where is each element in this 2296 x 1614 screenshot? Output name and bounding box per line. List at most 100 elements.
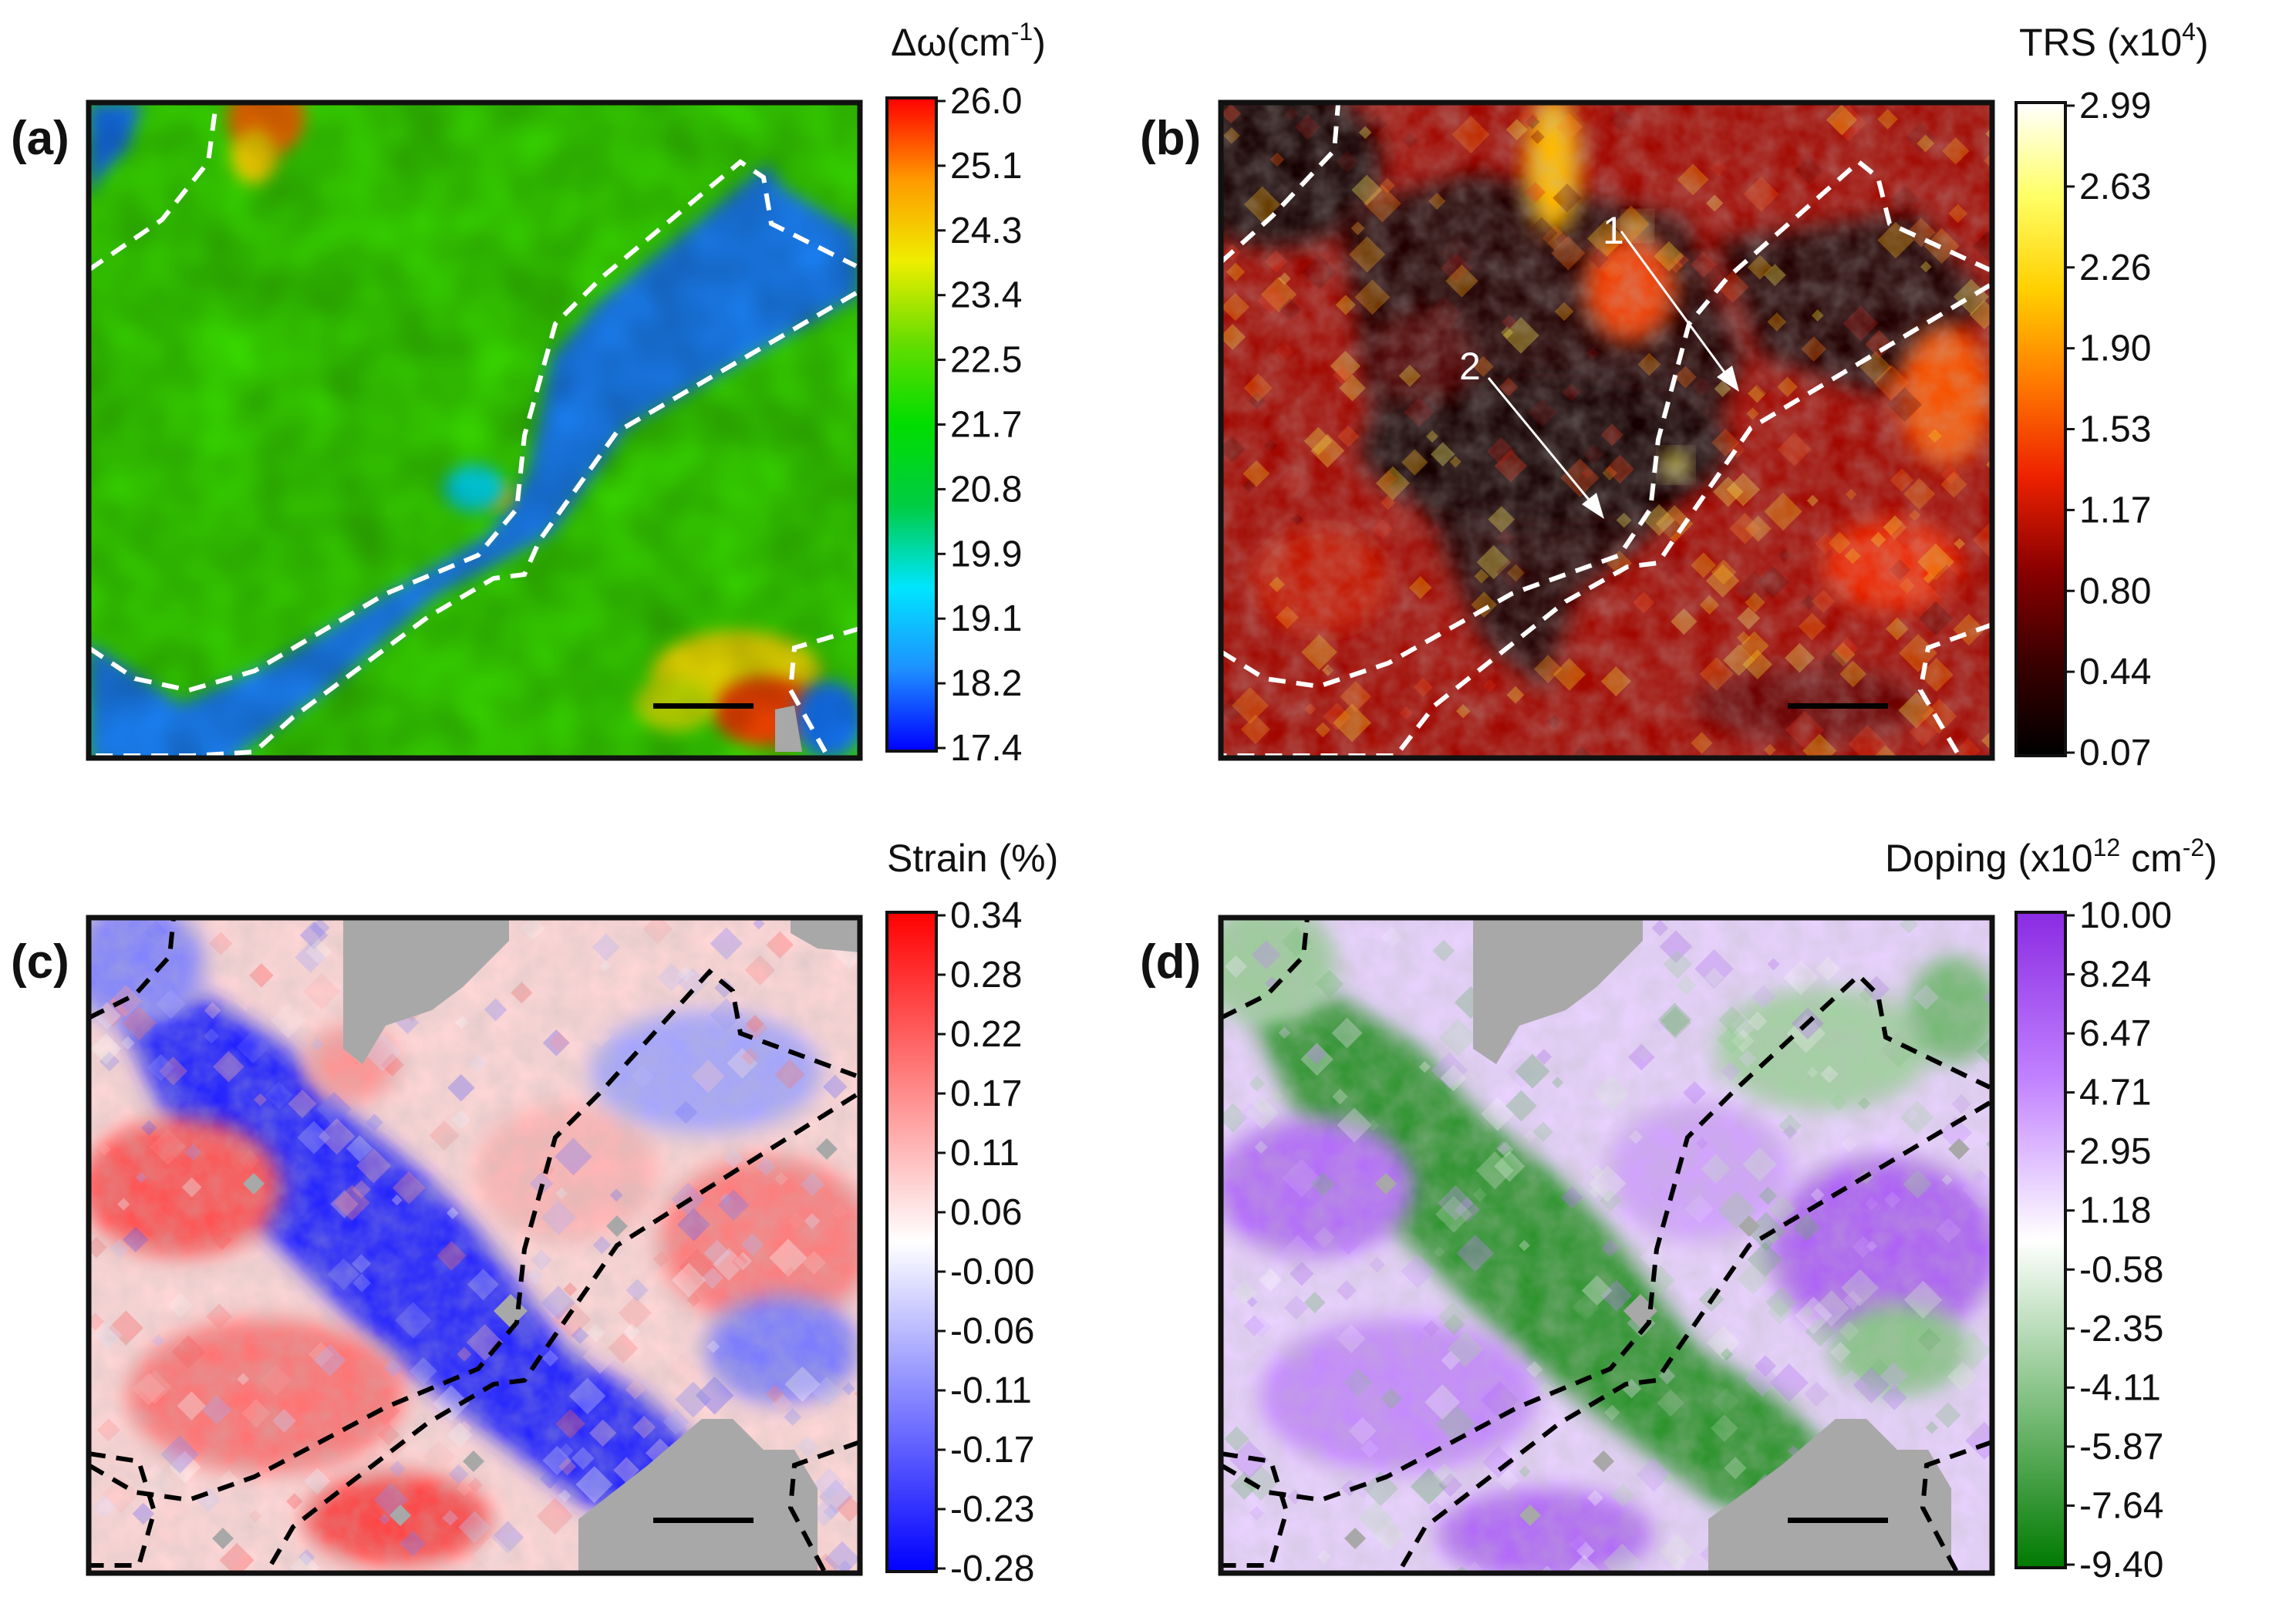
colorbar-tick-label: 0.22 bbox=[950, 1014, 1022, 1055]
colorbar-gradient-c bbox=[887, 912, 936, 1572]
colorbar-tick-label: 0.28 bbox=[950, 955, 1022, 996]
region-outline bbox=[1917, 622, 1992, 757]
colorbar-tick-label: -0.58 bbox=[2079, 1249, 2163, 1290]
masked-region bbox=[1344, 1528, 1366, 1549]
arrow-2-head bbox=[1582, 493, 1604, 519]
colorbar-tick-label: 24.3 bbox=[950, 211, 1022, 251]
colorbar-tick-label: 2.26 bbox=[2079, 248, 2151, 288]
colorbar-tick-label: 17.4 bbox=[950, 728, 1022, 769]
panel-d: (d) Doping (x1012 cm-2) bbox=[1140, 834, 2217, 1585]
masked-region bbox=[463, 1451, 484, 1472]
colorbar-tick-label: 6.47 bbox=[2079, 1013, 2151, 1054]
region-outline bbox=[1221, 1451, 1290, 1568]
masked-region bbox=[1375, 1173, 1397, 1194]
arrow-label-2: 2 bbox=[1459, 345, 1481, 388]
masked-region bbox=[816, 1138, 838, 1160]
colorbar-tick-label: 10.00 bbox=[2079, 895, 2172, 936]
arrow-1 bbox=[1620, 231, 1733, 382]
colorbar-tick-label: 25.1 bbox=[950, 146, 1022, 187]
heatmap-b: 1 2 bbox=[1221, 103, 1992, 758]
colorbar-tick-label: -7.64 bbox=[2079, 1485, 2163, 1526]
panel-c: (c) Strain (%) bbox=[11, 837, 1058, 1589]
masked-region bbox=[578, 1419, 818, 1573]
panel-label-a: (a) bbox=[11, 112, 69, 165]
colorbar-tick-label: 1.90 bbox=[2079, 329, 2151, 369]
masked-region bbox=[775, 706, 802, 752]
colorbar-tick-label: -0.23 bbox=[950, 1489, 1034, 1530]
colorbar-title-b: TRS (x104) bbox=[2019, 18, 2209, 64]
panel-label-d: (d) bbox=[1140, 935, 1201, 989]
panel-label-c: (c) bbox=[11, 935, 69, 989]
colorbar-tick-label: 1.17 bbox=[2079, 490, 2151, 531]
region-outline bbox=[1221, 918, 1310, 1020]
masked-regions-d bbox=[1344, 918, 1970, 1573]
heatmap-c bbox=[89, 918, 860, 1573]
masked-region bbox=[1473, 918, 1643, 1064]
colorbar-tick-label: 0.11 bbox=[950, 1133, 1020, 1174]
heatmap-a-texture bbox=[89, 103, 860, 758]
colorbar-tick-label: -0.17 bbox=[950, 1430, 1034, 1471]
map-frame-b bbox=[1218, 99, 1995, 761]
masked-region bbox=[606, 1215, 628, 1237]
region-outline bbox=[89, 918, 176, 1020]
panel-label-b: (b) bbox=[1140, 112, 1201, 165]
colorbar-tick-label: -0.00 bbox=[950, 1252, 1034, 1292]
colorbar-d: Doping (x1012 cm-2) 10.00 8.24 6.47 4.71 2.9… bbox=[1885, 834, 2217, 1585]
colorbar-tick-label: 1.53 bbox=[2079, 409, 2151, 450]
region-outline bbox=[89, 968, 858, 1573]
masked-region bbox=[791, 918, 860, 952]
region-outline bbox=[89, 103, 218, 272]
colorbar-tick-label: -2.35 bbox=[2079, 1309, 2163, 1349]
colorbar-tick-label: 0.07 bbox=[2079, 733, 2151, 773]
region-outline bbox=[1221, 972, 1991, 1573]
colorbar-tick-label: 8.24 bbox=[2079, 955, 2151, 996]
masked-region bbox=[1738, 1215, 1760, 1237]
map-frame-c bbox=[86, 915, 863, 1576]
masked-region bbox=[212, 1528, 234, 1549]
heatmap-d bbox=[1221, 918, 1992, 1573]
masked-region bbox=[1593, 1451, 1614, 1472]
colorbar-tick-label: -0.28 bbox=[950, 1548, 1034, 1589]
colorbar-tick-label: 20.8 bbox=[950, 469, 1022, 510]
colorbar-tick-label: -5.87 bbox=[2079, 1427, 2163, 1467]
masked-regions-c bbox=[212, 918, 860, 1573]
colorbar-title-a: Δω(cm-1) bbox=[891, 18, 1046, 64]
masked-region bbox=[343, 918, 509, 1064]
scale-bar bbox=[653, 1518, 754, 1523]
masked-region bbox=[1948, 1138, 1970, 1160]
heatmap-b-texture bbox=[1221, 103, 1992, 758]
colorbar-tick-label: -9.40 bbox=[2079, 1545, 2163, 1585]
colorbar-ticks-d: 10.00 8.24 6.47 4.71 2.95 1.18 -0.58 -2.35 -4.11… bbox=[2065, 895, 2172, 1585]
scale-bar bbox=[1788, 703, 1888, 709]
colorbar-tick-label: 18.2 bbox=[950, 663, 1022, 704]
colorbar-tick-label: 19.1 bbox=[950, 598, 1022, 639]
colorbar-ticks-a: 26.0 25.1 24.3 23.4 22.5 21.7 20.8 19.9 19.1 18.2… bbox=[936, 81, 1022, 769]
colorbar-tick-label: 2.95 bbox=[2079, 1131, 2151, 1172]
colorbar-c: Strain (%) 0.34 0.28 0.22 0.17 0.11 0.06 -0.00… bbox=[885, 837, 1058, 1589]
colorbar-tick-label: 0.06 bbox=[950, 1192, 1022, 1233]
colorbar-tick-label: 0.17 bbox=[950, 1073, 1022, 1114]
colorbar-tick-label: 1.18 bbox=[2079, 1191, 2151, 1232]
colorbar-tick-label: 23.4 bbox=[950, 275, 1022, 316]
scale-bar bbox=[653, 703, 754, 709]
scale-bar bbox=[1788, 1518, 1888, 1523]
panel-a: (a) Δω(cm-1) 26.0 25.1 24.3 23.4 22.5 21.7 20.… bbox=[11, 18, 1046, 769]
colorbar-tick-label: 0.80 bbox=[2079, 571, 2151, 612]
masked-region bbox=[389, 1504, 411, 1526]
masked-region bbox=[1708, 1419, 1951, 1573]
colorbar-tick-label: 0.34 bbox=[950, 895, 1022, 936]
colorbar-tick-label: 4.71 bbox=[2079, 1073, 2151, 1114]
colorbar-title-c: Strain (%) bbox=[887, 837, 1058, 880]
arrow-1-head bbox=[1717, 366, 1739, 392]
colorbar-tick-label: 0.44 bbox=[2079, 652, 2151, 692]
colorbar-tick-label: 22.5 bbox=[950, 340, 1022, 381]
panel-b: (b) 1 2 TRS (x104) 2.99 2.63 2.26 1.90 1.53 1… bbox=[1140, 18, 2209, 773]
colorbar-title-d: Doping (x1012 cm-2) bbox=[1885, 834, 2217, 880]
colorbar-ticks-b: 2.99 2.63 2.26 1.90 1.53 1.17 0.80 0.44 0.07 bbox=[2065, 86, 2151, 773]
colorbar-tick-label: 26.0 bbox=[950, 81, 1022, 122]
colorbar-gradient-b bbox=[2016, 103, 2065, 756]
colorbar-gradient-a bbox=[887, 98, 936, 751]
colorbar-tick-label: -0.11 bbox=[950, 1370, 1032, 1411]
colorbar-gradient-d bbox=[2016, 912, 2065, 1568]
